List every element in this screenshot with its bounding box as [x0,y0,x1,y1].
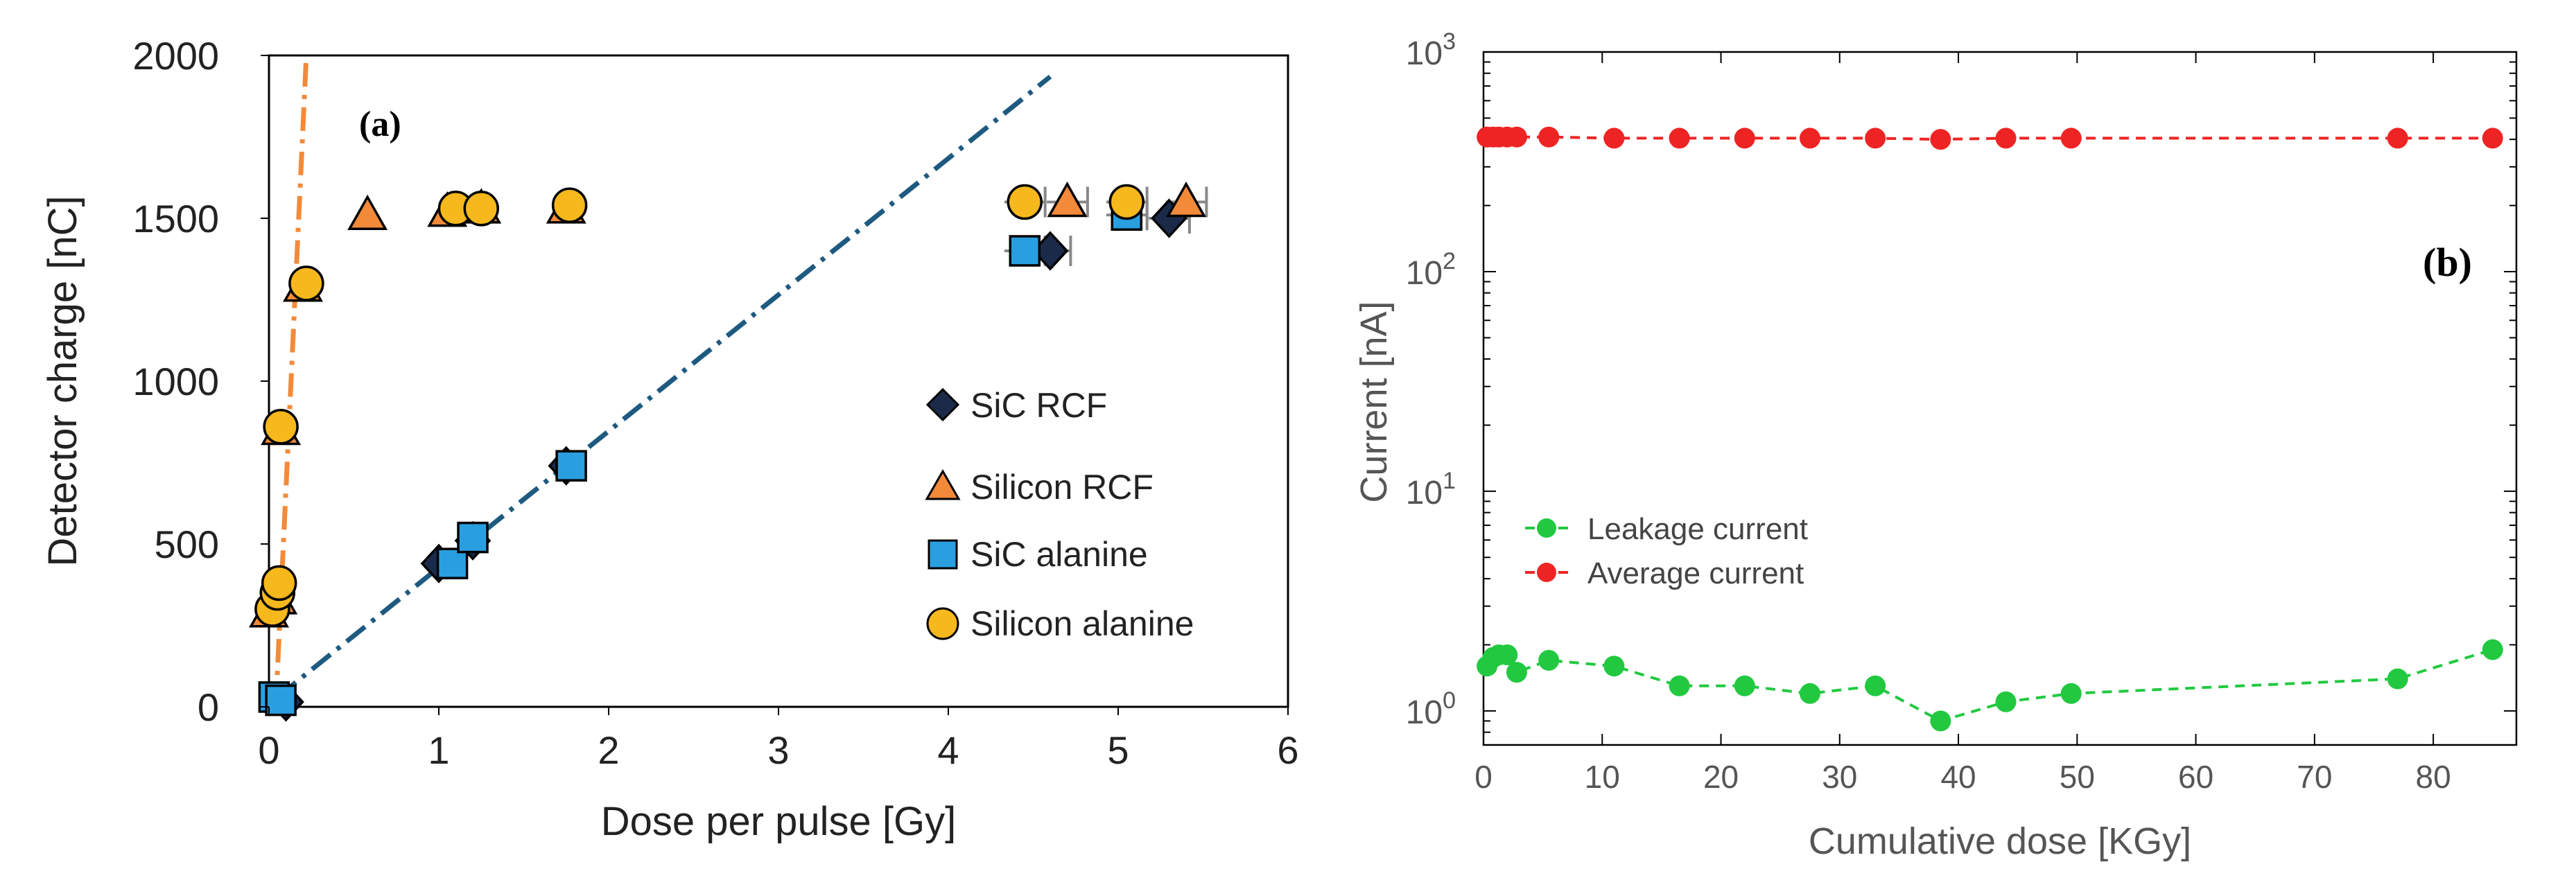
point-leakage-current [2060,683,2082,704]
point-sic-alanine [436,547,469,579]
point-leakage-current [1497,644,1518,665]
panel-a-legend: SiC RCF Silicon RCF SiC alanine Silicon … [925,386,1194,643]
panel-b-y-axis-label: Current [nA] [1353,301,1395,502]
panel-b-y-tick-label: 101 [1406,468,1456,511]
point-leakage-current [2387,668,2408,690]
legend-sic-rcf-diamond-icon [925,387,960,422]
point-leakage-current [1865,675,1886,696]
panel-a-y-tick-label: 500 [155,522,219,566]
legend-sic-alanine-square-icon [928,539,958,570]
panel-a-x-tick-label: 2 [598,728,619,772]
legend-label-silicon-alanine: Silicon alanine [971,604,1194,643]
point-silicon-alanine [1108,184,1145,220]
point-average-current [1506,126,1527,148]
point-average-current [1995,128,2017,149]
point-average-current [2482,128,2503,149]
point-average-current [1538,126,1560,148]
point-leakage-current [1799,683,1820,704]
legend-label-leakage-current: Leakage current [1587,512,1808,546]
legend-silicon-alanine-circle-icon [926,607,959,640]
point-leakage-current [1995,691,2017,712]
panel-a-x-tick-label: 1 [428,728,449,772]
panel-a-x-tick-label: 0 [258,728,279,772]
legend-label-silicon-rcf: Silicon RCF [971,468,1154,507]
point-average-current [1865,128,1886,149]
panel-b-x-tick-label: 0 [1474,759,1492,795]
point-leakage-current [1506,662,1527,683]
point-leakage-current [1603,656,1625,677]
legend-leakage-marker-icon [1537,518,1556,538]
panel-a-plot-frame [268,54,1289,708]
series-line-average-current [1487,135,2493,141]
panel-b-y-tick-label: 103 [1406,28,1456,72]
point-sic-alanine [265,684,297,717]
panel-a-x-tick-label: 4 [937,728,959,772]
point-average-current [1799,128,1820,149]
panel-b-x-axis-label: Cumulative dose [KGy] [1809,820,2191,862]
point-silicon-alanine [288,265,324,301]
panel-a-y-axis-label: Detector charge [nC] [40,195,85,566]
panel-a-x-tick-label: 6 [1277,728,1298,772]
point-silicon-alanine [551,187,588,223]
legend-label-sic-rcf: SiC RCF [971,386,1107,425]
point-leakage-current [2482,639,2503,660]
point-silicon-alanine [463,191,499,227]
panel-b-x-tick-label: 70 [2297,759,2332,795]
panel-b-x-tick-label: 10 [1585,759,1620,795]
panel-b-y-tick-label: 102 [1406,248,1456,292]
point-average-current [1669,128,1690,149]
point-silicon-alanine [1007,184,1043,220]
panel-b-legend: Leakage current Average current [1525,512,1808,590]
point-average-current [1734,128,1755,149]
panel-b-x-tick-label: 50 [2060,759,2095,795]
point-sic-alanine [555,450,587,482]
point-silicon-rcf [347,194,388,231]
panel-a-x-tick-label: 3 [767,728,789,772]
legend-average-marker-icon [1537,563,1556,582]
legend-label-sic-alanine: SiC alanine [971,535,1148,574]
point-silicon-alanine [261,565,297,601]
point-leakage-current [1930,710,1951,732]
legend-label-average-current: Average current [1587,556,1804,590]
point-average-current [2387,128,2408,149]
point-average-current [1603,128,1625,149]
panel-a-y-tick-label: 1500 [132,197,219,240]
panel-b: 0 10 20 30 40 50 60 70 80 100 101 102 103 (b) Cumul… [1353,28,2518,862]
panel-a-x-axis-label: Dose per pulse [Gy] [601,799,957,844]
point-leakage-current [1734,675,1755,696]
point-leakage-current [1538,649,1560,671]
point-average-current [1930,129,1951,150]
panel-a-x-tick-label: 5 [1107,728,1129,772]
point-sic-alanine [1009,235,1041,267]
point-sic-alanine [457,521,489,554]
panel-b-plot-frame [1482,51,2518,746]
panel-a-label: (a) [359,105,401,144]
point-silicon-rcf [1047,181,1088,218]
panel-b-x-tick-label: 40 [1940,759,1976,795]
panel-b-x-tick-label: 20 [1703,759,1739,795]
panel-a: 0 1 2 3 4 5 6 0 500 1000 1500 2000 (a) Dose per pu… [40,34,1299,844]
point-average-current [2060,128,2082,149]
point-leakage-current [1669,675,1690,696]
panel-b-y-tick-label: 100 [1406,687,1456,731]
sic-fit-line [276,74,1052,699]
point-silicon-rcf [1166,181,1206,218]
panel-a-y-tick-label: 1000 [132,360,219,403]
panel-b-x-tick-label: 60 [2178,759,2213,795]
point-silicon-alanine [263,409,299,445]
panel-a-y-tick-label: 2000 [132,34,219,78]
panel-b-x-tick-label: 30 [1822,759,1857,795]
panel-a-y-tick-label: 0 [198,685,219,729]
legend-silicon-rcf-triangle-icon [925,468,961,500]
panel-b-x-tick-label: 80 [2416,759,2451,795]
panel-b-label: (b) [2423,240,2472,285]
